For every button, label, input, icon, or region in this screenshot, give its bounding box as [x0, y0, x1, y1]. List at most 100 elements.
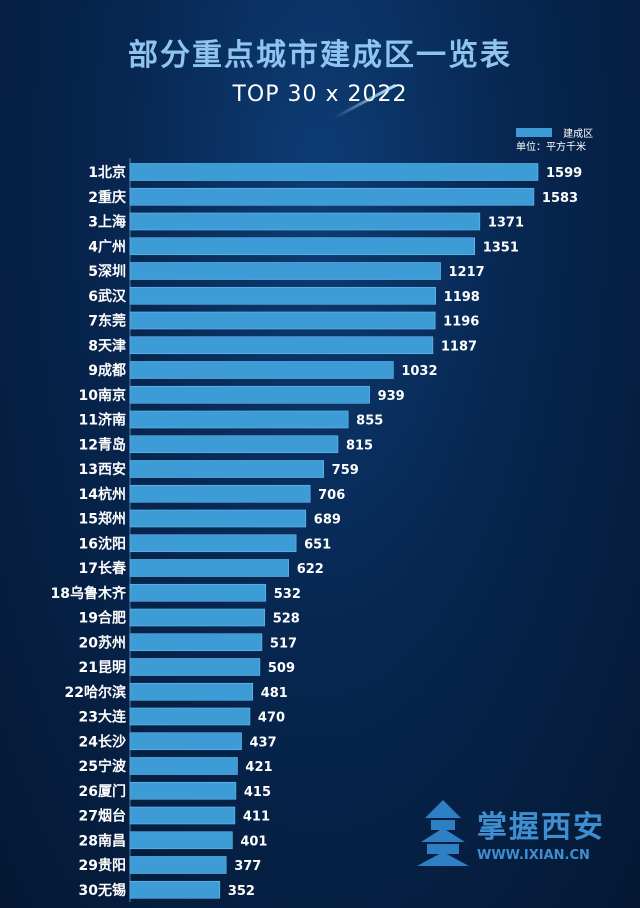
bar [129, 410, 349, 429]
category-label: 11济南 [79, 412, 126, 429]
value-label: 528 [273, 612, 300, 627]
category-label: 16沈阳 [79, 535, 126, 552]
category-label: 20苏州 [79, 634, 126, 651]
value-label: 352 [228, 884, 255, 899]
bar [129, 856, 227, 874]
category-label: 24长沙 [79, 733, 126, 750]
bar [129, 435, 339, 454]
bar [129, 831, 233, 850]
category-label: 10南京 [79, 387, 126, 404]
category-label: 21昆明 [79, 660, 126, 676]
bar [129, 757, 238, 775]
bar [129, 187, 535, 206]
bar [129, 707, 251, 726]
value-label: 1583 [542, 191, 578, 206]
bar [129, 385, 370, 404]
category-label: 12青岛 [79, 436, 126, 453]
value-label: 1371 [488, 216, 524, 231]
category-label: 6武汉 [88, 288, 127, 305]
watermark-text: 掌握西安 [477, 810, 605, 845]
bar [129, 262, 441, 280]
value-label: 517 [270, 636, 297, 651]
category-label: 28南昌 [79, 832, 126, 849]
category-label: 7东莞 [88, 313, 126, 330]
value-label: 401 [240, 834, 267, 849]
legend: 建成区 [516, 122, 593, 141]
category-label: 30无锡 [79, 882, 126, 899]
category-label: 9成都 [88, 362, 126, 379]
bar [129, 212, 481, 231]
value-label: 1196 [443, 315, 479, 330]
value-label: 532 [274, 587, 301, 602]
unit-label: 单位：平方千米 [516, 142, 586, 153]
bar [129, 633, 263, 652]
category-label: 22哈尔滨 [65, 684, 126, 701]
category-label: 26厦门 [79, 783, 126, 800]
watermark-url: WWW.IXIAN.CN [477, 848, 590, 863]
value-label: 939 [378, 389, 405, 404]
value-label: 1351 [483, 240, 519, 255]
legend-label: 建成区 [563, 129, 594, 140]
pagoda-icon [417, 800, 469, 866]
value-label: 421 [245, 760, 272, 775]
value-label: 759 [332, 463, 359, 478]
legend-swatch [516, 128, 552, 137]
category-label: 5深圳 [88, 263, 126, 280]
category-label: 27烟台 [79, 808, 126, 825]
category-label: 2重庆 [88, 189, 126, 206]
bar [129, 781, 237, 800]
category-label: 17长春 [79, 560, 127, 577]
value-label: 815 [346, 438, 373, 453]
bar [129, 534, 297, 553]
category-label: 18乌鲁木齐 [51, 585, 127, 602]
bar [129, 336, 434, 355]
bar [129, 583, 267, 602]
value-label: 689 [314, 513, 341, 528]
category-label: 29贵阳 [79, 857, 126, 874]
category-label: 25宁波 [79, 758, 127, 775]
value-label: 509 [268, 661, 295, 676]
bar [129, 509, 307, 528]
value-label: 1032 [401, 364, 437, 379]
bar [129, 286, 436, 305]
category-label: 23大连 [79, 709, 127, 726]
category-label: 14杭州 [79, 486, 126, 503]
bar [129, 608, 266, 627]
value-label: 1198 [444, 290, 480, 305]
bar [129, 880, 221, 899]
category-label: 4广州 [88, 238, 126, 255]
bar [129, 237, 476, 256]
value-label: 855 [356, 414, 383, 429]
chart-title: 部分重点城市建成区一览表 [128, 38, 512, 73]
value-label: 377 [234, 859, 261, 874]
bar [129, 806, 236, 825]
bar [129, 311, 436, 330]
value-label: 706 [318, 488, 345, 503]
value-label: 481 [261, 686, 288, 701]
bar [129, 361, 394, 379]
value-label: 415 [244, 785, 271, 800]
bar [129, 484, 311, 503]
category-label: 1北京 [88, 164, 126, 181]
category-label: 15郑州 [79, 511, 126, 528]
watermark: 掌握西安 WWW.IXIAN.CN [415, 796, 615, 876]
bar [129, 682, 254, 701]
category-label: 3上海 [88, 214, 126, 231]
value-label: 622 [297, 562, 324, 577]
bar [129, 658, 261, 676]
category-label: 13西安 [79, 461, 126, 478]
value-label: 1217 [449, 265, 485, 280]
bar [129, 163, 539, 181]
bar [129, 559, 290, 577]
value-label: 1599 [546, 166, 582, 181]
value-label: 470 [258, 711, 285, 726]
value-label: 411 [243, 810, 270, 825]
value-label: 1187 [441, 339, 477, 354]
value-label: 437 [250, 735, 277, 750]
bar [129, 460, 324, 478]
category-label: 19合肥 [79, 610, 126, 627]
value-label: 651 [304, 537, 331, 552]
category-label: 8天津 [88, 337, 126, 354]
bar [129, 732, 242, 751]
